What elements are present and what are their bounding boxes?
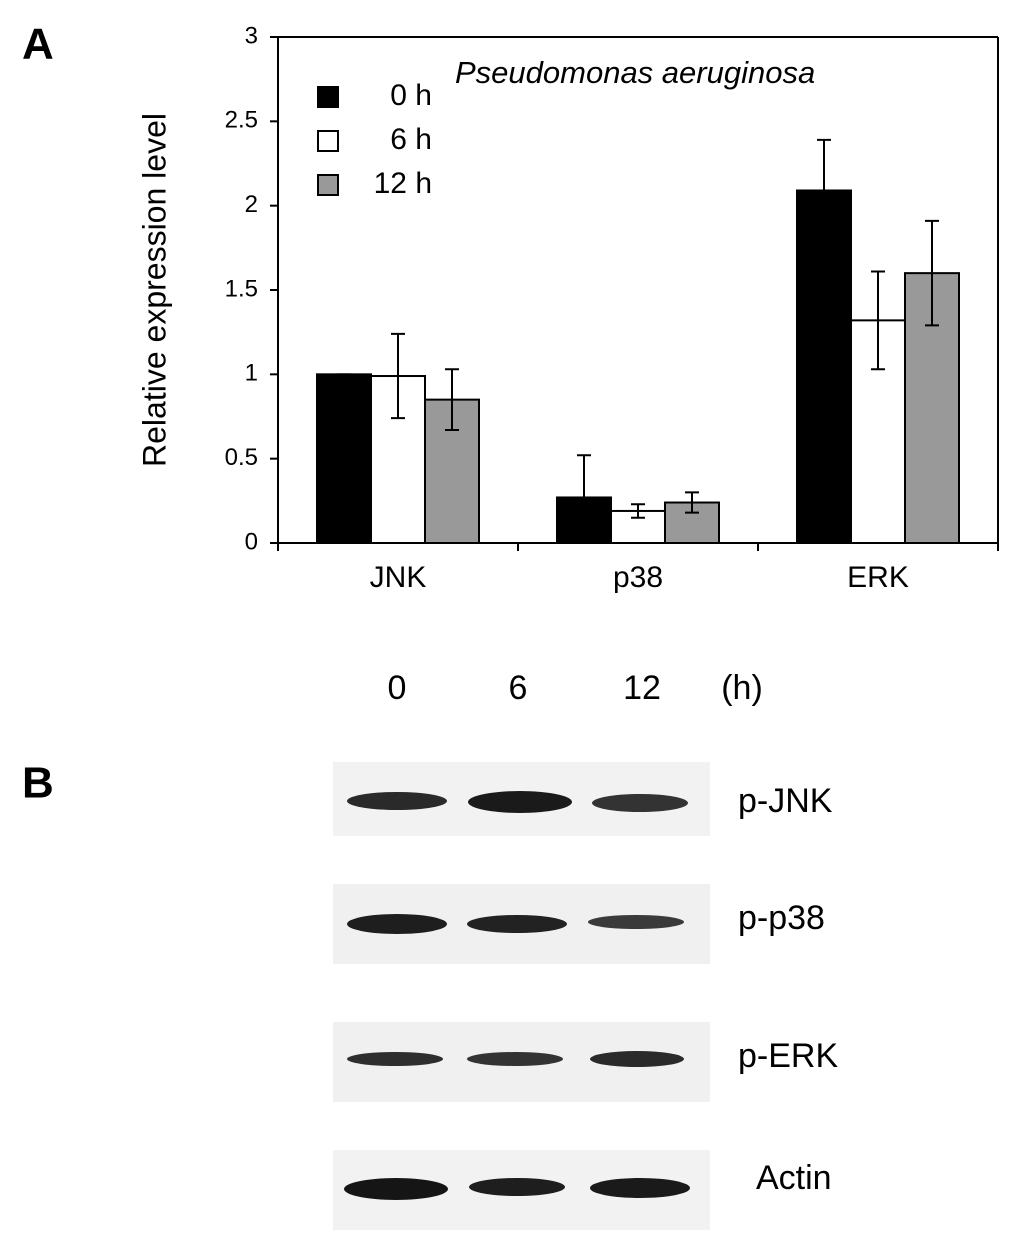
band: [347, 914, 447, 934]
y-tick-label: 1.5: [225, 275, 258, 302]
bar: [796, 189, 852, 544]
error-bar: [817, 138, 831, 243]
blot-row-label: p-JNK: [738, 782, 833, 820]
y-axis-label: Relative expression level: [136, 113, 172, 467]
y-tick-label: 0: [245, 528, 258, 555]
x-tick-label: ERK: [847, 561, 909, 594]
band: [590, 1178, 690, 1198]
y-tick-label: 2.5: [225, 107, 258, 134]
lane-label: 6: [509, 669, 528, 707]
band: [469, 1178, 565, 1196]
legend-label: 6 h: [390, 123, 432, 156]
band: [590, 1051, 684, 1067]
legend-label: 0 h: [390, 79, 432, 112]
x-tick-label: JNK: [370, 561, 427, 594]
error-bar: [871, 270, 885, 371]
bar: [316, 373, 372, 545]
y-tick-label: 0.5: [225, 444, 258, 471]
band: [347, 1052, 443, 1066]
legend-swatch: [317, 130, 339, 152]
band: [344, 1178, 448, 1200]
lane-label: 12: [623, 669, 661, 707]
legend-swatch: [317, 86, 339, 108]
blot-row-label: Actin: [756, 1159, 832, 1197]
band: [347, 792, 447, 810]
lane-label: 0: [388, 669, 407, 707]
blot-row-label: p-p38: [738, 899, 825, 937]
error-bar: [631, 503, 645, 519]
western-blot: [333, 762, 710, 1230]
error-bar: [391, 332, 405, 420]
panel-label: A: [22, 20, 54, 69]
error-bar: [925, 219, 939, 327]
blot-row-label: p-ERK: [738, 1037, 838, 1075]
error-bar: [445, 368, 459, 431]
band: [592, 794, 688, 812]
y-tick-label: 1: [245, 360, 258, 387]
band: [467, 915, 567, 933]
panel-label: B: [22, 759, 54, 808]
error-bar: [577, 454, 591, 541]
error-bar: [685, 491, 699, 514]
lane-unit: (h): [721, 669, 763, 707]
annotation: Pseudomonas aeruginosa: [455, 55, 815, 90]
legend-label: 12 h: [374, 167, 432, 200]
y-tick-label: 2: [245, 191, 258, 218]
band: [468, 791, 572, 813]
legend-swatch: [317, 174, 339, 196]
band: [588, 915, 684, 929]
y-tick-label: 3: [245, 22, 258, 49]
x-tick-label: p38: [613, 561, 663, 594]
band: [467, 1052, 563, 1066]
